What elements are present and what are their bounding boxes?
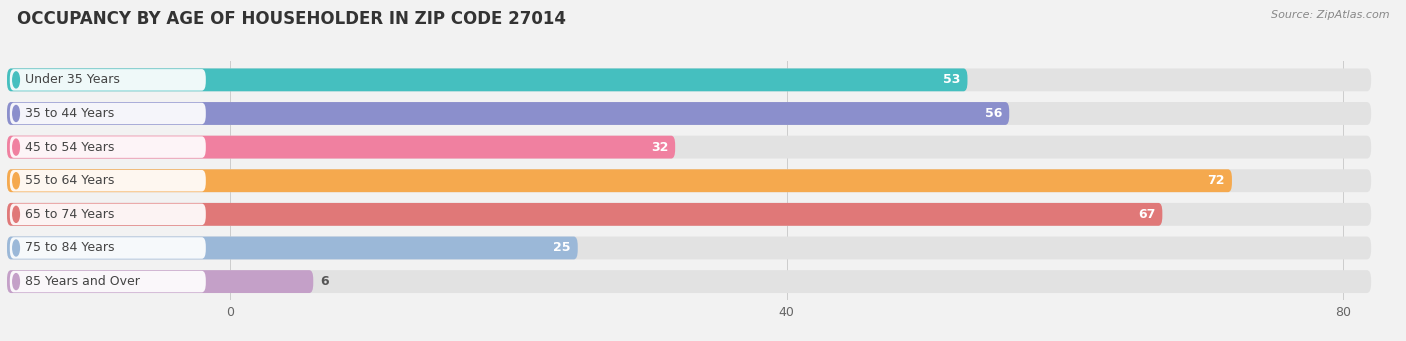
FancyBboxPatch shape xyxy=(7,136,1371,159)
FancyBboxPatch shape xyxy=(10,204,205,225)
Text: 53: 53 xyxy=(943,73,960,86)
Text: 55 to 64 Years: 55 to 64 Years xyxy=(25,174,114,187)
FancyBboxPatch shape xyxy=(10,136,205,158)
Text: 65 to 74 Years: 65 to 74 Years xyxy=(25,208,114,221)
FancyBboxPatch shape xyxy=(7,169,1232,192)
Text: OCCUPANCY BY AGE OF HOUSEHOLDER IN ZIP CODE 27014: OCCUPANCY BY AGE OF HOUSEHOLDER IN ZIP C… xyxy=(17,10,565,28)
FancyBboxPatch shape xyxy=(7,203,1163,226)
Text: 32: 32 xyxy=(651,140,668,153)
Text: 75 to 84 Years: 75 to 84 Years xyxy=(25,241,115,254)
Text: 35 to 44 Years: 35 to 44 Years xyxy=(25,107,114,120)
FancyBboxPatch shape xyxy=(7,169,1371,192)
FancyBboxPatch shape xyxy=(7,69,1371,91)
Text: 85 Years and Over: 85 Years and Over xyxy=(25,275,141,288)
FancyBboxPatch shape xyxy=(7,102,1010,125)
FancyBboxPatch shape xyxy=(7,136,675,159)
FancyBboxPatch shape xyxy=(7,270,314,293)
FancyBboxPatch shape xyxy=(7,270,1371,293)
Text: 25: 25 xyxy=(554,241,571,254)
FancyBboxPatch shape xyxy=(10,237,205,259)
Circle shape xyxy=(13,173,20,189)
FancyBboxPatch shape xyxy=(7,203,1371,226)
FancyBboxPatch shape xyxy=(7,69,967,91)
Circle shape xyxy=(13,105,20,121)
FancyBboxPatch shape xyxy=(10,103,205,124)
Text: 67: 67 xyxy=(1137,208,1156,221)
Circle shape xyxy=(13,273,20,290)
FancyBboxPatch shape xyxy=(10,170,205,192)
Text: 72: 72 xyxy=(1208,174,1225,187)
Text: 6: 6 xyxy=(321,275,329,288)
Circle shape xyxy=(13,240,20,256)
Circle shape xyxy=(13,139,20,155)
FancyBboxPatch shape xyxy=(10,271,205,292)
FancyBboxPatch shape xyxy=(7,237,1371,260)
FancyBboxPatch shape xyxy=(10,69,205,91)
Text: Source: ZipAtlas.com: Source: ZipAtlas.com xyxy=(1271,10,1389,20)
Text: 45 to 54 Years: 45 to 54 Years xyxy=(25,140,114,153)
Circle shape xyxy=(13,206,20,222)
Text: Under 35 Years: Under 35 Years xyxy=(25,73,120,86)
Text: 56: 56 xyxy=(984,107,1002,120)
FancyBboxPatch shape xyxy=(7,237,578,260)
Circle shape xyxy=(13,72,20,88)
FancyBboxPatch shape xyxy=(7,102,1371,125)
